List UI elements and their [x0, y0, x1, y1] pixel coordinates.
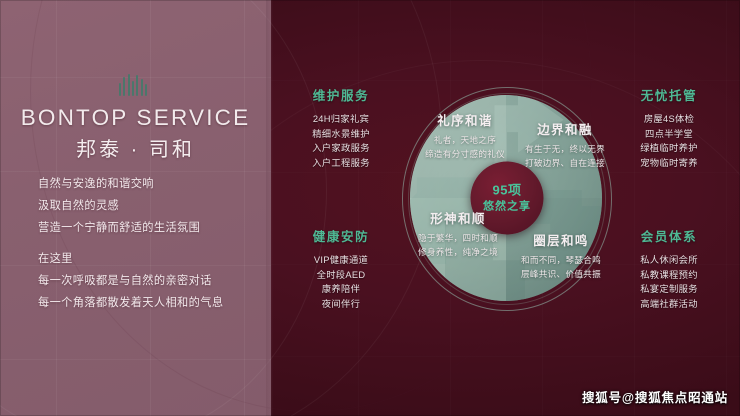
service-group-hosting: 无忧托管 房屋4S体检 四点半学堂 绿植临时养护 宠物临时寄养	[610, 85, 728, 170]
service-item: 私宴定制服务	[640, 284, 698, 294]
soundwave-bars-icon	[119, 72, 147, 96]
service-item: 24H归家礼宾	[312, 114, 370, 124]
quadrant-line: 层峰共识、价值共振	[520, 268, 602, 279]
quadrant-line: 修身养性，纯净之境	[417, 246, 499, 257]
intro-line: 营造一个宁静而舒适的生活氛围	[38, 222, 201, 234]
service-item-list: 24H归家礼宾 精细水景维护 入户家政服务 入户工程服务	[282, 112, 400, 170]
brand-name-en: BONTOP SERVICE	[20, 105, 251, 130]
service-item: 房屋4S体检	[643, 114, 695, 124]
service-item-list: VIP健康通道 全时段AED 康养陪伴 夜间伴行	[282, 253, 400, 311]
core-label: 悠然之享	[483, 200, 531, 213]
service-item: 私教课程预约	[640, 269, 698, 280]
quadrant-title: 形神和顺	[430, 212, 486, 226]
diagram-quadrant-2: 边界和融 有生于无，终以无界 打破边界、自在连接	[507, 119, 623, 170]
quadrant-line: 缔造有分寸感的礼仪	[424, 148, 506, 159]
diagram-outer-ring	[402, 87, 612, 311]
service-item: 精细水景维护	[312, 128, 370, 139]
concept-circle-diagram: 95项 悠然之享 礼序和谐 礼者，天地之序 缔造有分寸感的礼仪 边界和融 有生于…	[398, 82, 616, 314]
diagram-quadrant-3: 形神和顺 隐于繁华，四时和顺 修身养性，纯净之境	[400, 208, 516, 259]
service-group-maintenance: 维护服务 24H归家礼宾 精细水景维护 入户家政服务 入户工程服务	[282, 85, 400, 170]
service-item-list: 房屋4S体检 四点半学堂 绿植临时养护 宠物临时寄养	[610, 112, 728, 170]
service-item: 入户工程服务	[312, 157, 370, 168]
intro-line: 每一次呼吸都是与自然的亲密对话	[38, 275, 212, 287]
service-group-title: 无忧托管	[640, 89, 698, 103]
brand-name-cn: 邦泰 · 司和	[76, 139, 195, 161]
quadrant-line: 隐于繁华，四时和顺	[417, 233, 499, 243]
diagram-quadrant-1: 礼序和谐 礼者，天地之序 缔造有分寸感的礼仪	[407, 110, 523, 161]
intro-copy: 自然与安逸的和谐交响 汲取自然的灵感 营造一个宁静而舒适的生活氛围 在这里 每一…	[38, 173, 263, 314]
diagram-quadrant-4: 圈层和鸣 和而不同，琴瑟合鸣 层峰共识、价值共振	[503, 230, 619, 281]
service-item: 高端社群活动	[640, 298, 698, 309]
watermark-label: 搜狐号@搜狐焦点昭通站	[582, 391, 728, 405]
quadrant-line: 打破边界、自在连接	[524, 157, 606, 168]
service-item: 四点半学堂	[645, 128, 693, 139]
quadrant-line: 礼者，天地之序	[433, 135, 497, 145]
service-group-title: 健康安防	[312, 230, 370, 244]
service-item: 全时段AED	[316, 269, 366, 280]
quadrant-title: 圈层和鸣	[533, 234, 589, 248]
service-group-health-safety: 健康安防 VIP健康通道 全时段AED 康养陪伴 夜间伴行	[282, 226, 400, 311]
intro-line: 汲取自然的灵感	[38, 200, 120, 212]
service-item: 入户家政服务	[312, 143, 370, 153]
service-item: 康养陪伴	[321, 284, 361, 294]
quadrant-line: 有生于无，终以无界	[524, 144, 606, 154]
copy-spacer	[38, 239, 263, 248]
service-group-membership: 会员体系 私人休闲会所 私教课程预约 私宴定制服务 高端社群活动	[610, 226, 728, 311]
core-count: 95项	[492, 182, 522, 198]
intro-line: 在这里	[38, 253, 73, 265]
intro-line: 每一个角落都散发着天人相和的气息	[38, 297, 224, 309]
service-group-title: 维护服务	[312, 89, 370, 103]
service-item: 私人休闲会所	[640, 255, 698, 265]
service-item: 宠物临时寄养	[640, 157, 698, 168]
intro-line: 自然与安逸的和谐交响	[38, 178, 154, 190]
service-item: 夜间伴行	[321, 298, 361, 309]
quadrant-title: 边界和融	[537, 123, 593, 137]
service-item-list: 私人休闲会所 私教课程预约 私宴定制服务 高端社群活动	[610, 253, 728, 311]
panel-edge-gradient	[266, 0, 273, 416]
service-item: VIP健康通道	[313, 255, 369, 265]
quadrant-line: 和而不同，琴瑟合鸣	[520, 255, 602, 265]
service-item: 绿植临时养护	[640, 143, 698, 153]
service-group-title: 会员体系	[640, 230, 698, 244]
diagram-core-badge: 95项 悠然之享	[470, 161, 544, 235]
quadrant-title: 礼序和谐	[437, 114, 493, 128]
left-intro-panel	[0, 0, 592, 416]
